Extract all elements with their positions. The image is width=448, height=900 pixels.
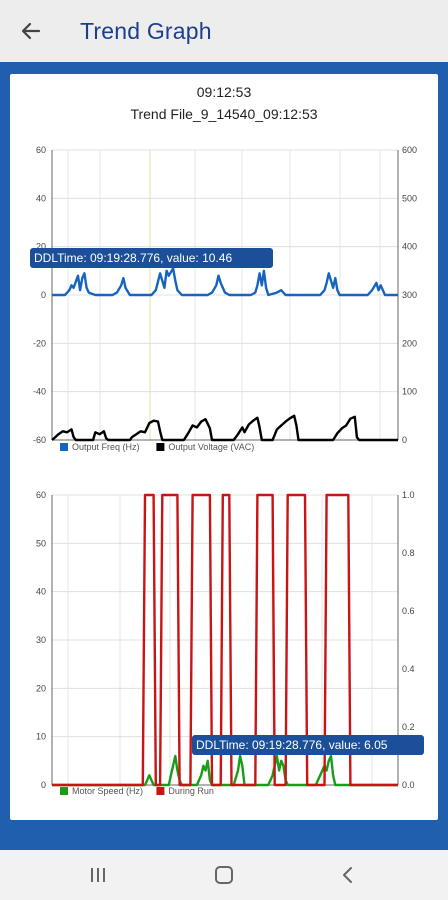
- chart1-series-1: [51, 414, 398, 442]
- chart1-tooltip-box: [30, 248, 273, 268]
- chart2-right-tick: 0.0: [402, 780, 415, 790]
- chart1-left-tick: -60: [33, 435, 46, 445]
- chart1-tooltip-text: DDLTime: 09:19:28.776, value: 10.46: [34, 251, 232, 265]
- chart1-left-tick: 0: [41, 290, 46, 300]
- chart2-left-tick: 30: [36, 635, 46, 645]
- chart2-left-tick: 20: [36, 683, 46, 693]
- chart2-legend-swatch: [156, 787, 165, 795]
- app-bar: Trend Graph: [0, 0, 448, 62]
- recent-apps-icon: [91, 868, 105, 882]
- chart1-right-tick: 300: [402, 290, 417, 300]
- chart1-legend-label: Output Voltage (VAC): [168, 442, 254, 452]
- trend-time: 09:12:53: [196, 84, 252, 100]
- chart2-left-tick: 10: [36, 732, 46, 742]
- chart2-right-tick: 0.4: [402, 664, 415, 674]
- home-icon: [215, 866, 233, 884]
- chart1-left-tick: 20: [36, 242, 46, 252]
- chart2-tooltip-text: DDLTime: 09:19:28.776, value: 6.05: [196, 738, 388, 752]
- chart2-left-tick: 0: [41, 780, 46, 790]
- chart2-right-tick: 0.2: [402, 722, 415, 732]
- freq-voltage-chart[interactable]: 6040200-20-40-606005004003002001000Outpu…: [10, 140, 438, 470]
- chart1-legend-swatch: [156, 443, 165, 451]
- chart1-left-tick: 40: [36, 193, 46, 203]
- chart1-series-0: [52, 267, 398, 297]
- chart1-right-tick: 500: [402, 193, 417, 203]
- chart1-left-tick: -20: [33, 338, 46, 348]
- back-button[interactable]: [14, 14, 48, 48]
- chart1-right-tick: 600: [402, 145, 417, 155]
- back-nav-button[interactable]: [328, 860, 368, 890]
- arrow-left-icon: [21, 22, 41, 40]
- recent-apps-button[interactable]: [78, 860, 118, 890]
- chart1-right-tick: 400: [402, 242, 417, 252]
- chart2-left-tick: 60: [36, 490, 46, 500]
- chart1-legend-swatch: [60, 443, 68, 451]
- system-nav-bar: [0, 850, 448, 900]
- back-nav-icon: [343, 867, 352, 883]
- chart2-right-tick: 0.6: [402, 606, 415, 616]
- chart1-right-tick: 200: [402, 338, 417, 348]
- chart2-legend-swatch: [60, 787, 68, 795]
- chart2-legend-label: During Run: [168, 786, 214, 796]
- chart1-right-tick: 100: [402, 387, 417, 397]
- chart1-left-tick: -40: [33, 387, 46, 397]
- chart2-legend-label: Motor Speed (Hz): [72, 786, 143, 796]
- chart2-right-tick: 1.0: [402, 490, 415, 500]
- chart1-left-tick: 60: [36, 145, 46, 155]
- page-title: Trend Graph: [80, 18, 212, 44]
- speed-run-chart[interactable]: 60 50 40 30 20 10 0 1.0 0.8 0.6 0.4 0.2 0.0 Motor Spe…: [10, 485, 438, 810]
- chart2-series-1: [52, 493, 398, 787]
- chart2-series-0: [52, 754, 398, 787]
- trend-file-name: Trend File_9_14540_09:12:53: [130, 106, 318, 122]
- chart2-left-tick: 50: [36, 538, 46, 548]
- home-button[interactable]: [204, 860, 244, 890]
- chart2-right-tick: 0.8: [402, 548, 415, 558]
- chart2-left-tick: 40: [36, 587, 46, 597]
- chart2-tooltip-box: [192, 735, 424, 755]
- chart1-right-tick: 0: [402, 435, 407, 445]
- chart1-legend-label: Output Freq (Hz): [72, 442, 140, 452]
